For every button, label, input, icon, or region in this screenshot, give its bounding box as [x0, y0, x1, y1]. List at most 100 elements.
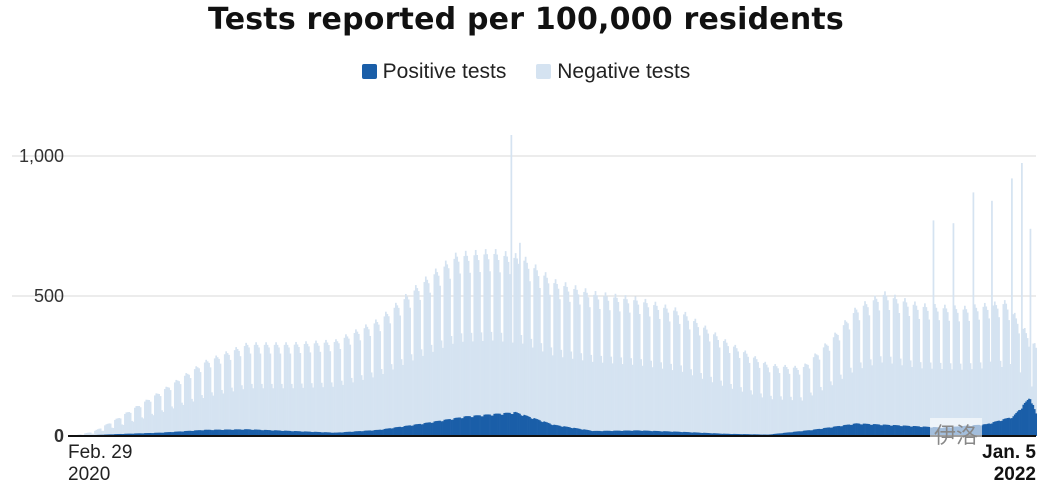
negative-bar [661, 368, 664, 436]
negative-bar [762, 363, 765, 436]
negative-bar [497, 260, 500, 436]
negative-bar [233, 350, 236, 436]
positive-bar [607, 430, 610, 436]
negative-bar [674, 307, 677, 436]
negative-bar [935, 307, 938, 436]
positive-bar [259, 429, 262, 436]
negative-bar [373, 323, 376, 436]
negative-bar [183, 375, 186, 436]
negative-bar [540, 343, 543, 436]
negative-bar [782, 366, 785, 436]
negative-bar [737, 351, 739, 436]
negative-bar [392, 369, 394, 436]
negative-bar [623, 298, 625, 436]
negative-bar [752, 357, 755, 436]
positive-bar [326, 432, 329, 436]
negative-bar [270, 383, 273, 436]
positive-bar [1023, 402, 1026, 436]
negative-bar [240, 385, 243, 436]
positive-bar [434, 421, 437, 436]
positive-bar [126, 433, 129, 436]
negative-bar [365, 324, 367, 436]
negative-bar [310, 383, 313, 436]
positive-bar [369, 430, 372, 436]
positive-bar [255, 429, 257, 436]
positive-bar [867, 423, 869, 436]
positive-bar [506, 412, 508, 436]
negative-bar [808, 368, 811, 436]
negative-bar [978, 319, 980, 436]
negative-bar [862, 305, 865, 436]
positive-bar [282, 430, 285, 436]
positive-bar [634, 430, 637, 436]
positive-bar [472, 417, 474, 436]
negative-bar [942, 308, 945, 436]
positive-bar [839, 426, 842, 436]
negative-bar [118, 418, 121, 436]
negative-bar [330, 382, 333, 436]
negative-bar [557, 288, 560, 436]
y-tick-label: 0 [54, 426, 64, 446]
negative-bar [735, 348, 738, 436]
negative-bar [543, 275, 546, 436]
negative-bar [345, 334, 347, 436]
negative-bar [111, 427, 113, 436]
positive-bar [921, 427, 923, 436]
positive-bar [176, 431, 179, 436]
negative-bar [671, 370, 674, 436]
negative-bar [740, 387, 742, 436]
negative-bar [193, 369, 196, 436]
negative-bar [936, 311, 939, 436]
negative-bar [742, 352, 745, 436]
negative-bar [825, 344, 828, 436]
negative-bar [452, 343, 454, 436]
negative-bar [521, 343, 524, 436]
positive-bar [905, 425, 908, 436]
positive-bar [233, 429, 236, 436]
positive-bar [824, 427, 826, 436]
negative-bar [225, 351, 228, 436]
negative-bar [379, 331, 382, 436]
positive-bar [215, 429, 218, 436]
negative-bar [327, 345, 330, 436]
negative-bar [539, 288, 541, 436]
positive-bar [467, 416, 470, 436]
negative-bar [894, 294, 896, 436]
positive-bar [835, 426, 838, 436]
negative-bar [462, 341, 464, 436]
negative-bar [831, 385, 834, 436]
negative-bar [342, 384, 344, 436]
negative-bar [112, 427, 115, 436]
positive-bar [283, 430, 286, 436]
negative-bar [165, 386, 168, 436]
negative-bar [199, 372, 202, 436]
negative-bar [946, 312, 949, 436]
negative-bar [138, 406, 141, 436]
negative-bar [758, 367, 761, 436]
negative-bar [981, 368, 983, 436]
negative-bar [449, 278, 451, 436]
negative-bar [203, 362, 206, 436]
negative-bar [1023, 328, 1026, 436]
positive-bar [399, 426, 402, 436]
positive-bar [1006, 417, 1009, 436]
positive-bar [664, 431, 667, 436]
positive-bar [390, 428, 393, 436]
positive-bar [822, 428, 825, 436]
positive-bar [372, 430, 374, 436]
positive-bar [899, 426, 902, 436]
negative-bar [888, 310, 891, 436]
negative-bar [653, 305, 655, 436]
positive-bar [323, 432, 326, 436]
positive-bar [330, 432, 333, 436]
positive-bar [698, 432, 701, 436]
positive-bar [701, 432, 704, 436]
positive-bar [349, 431, 352, 436]
positive-bar [590, 430, 593, 436]
negative-bar [303, 344, 306, 436]
positive-bar [884, 424, 886, 436]
positive-bar [225, 429, 228, 436]
positive-bar [888, 424, 891, 436]
positive-bar [158, 432, 161, 436]
positive-bar [660, 431, 662, 436]
